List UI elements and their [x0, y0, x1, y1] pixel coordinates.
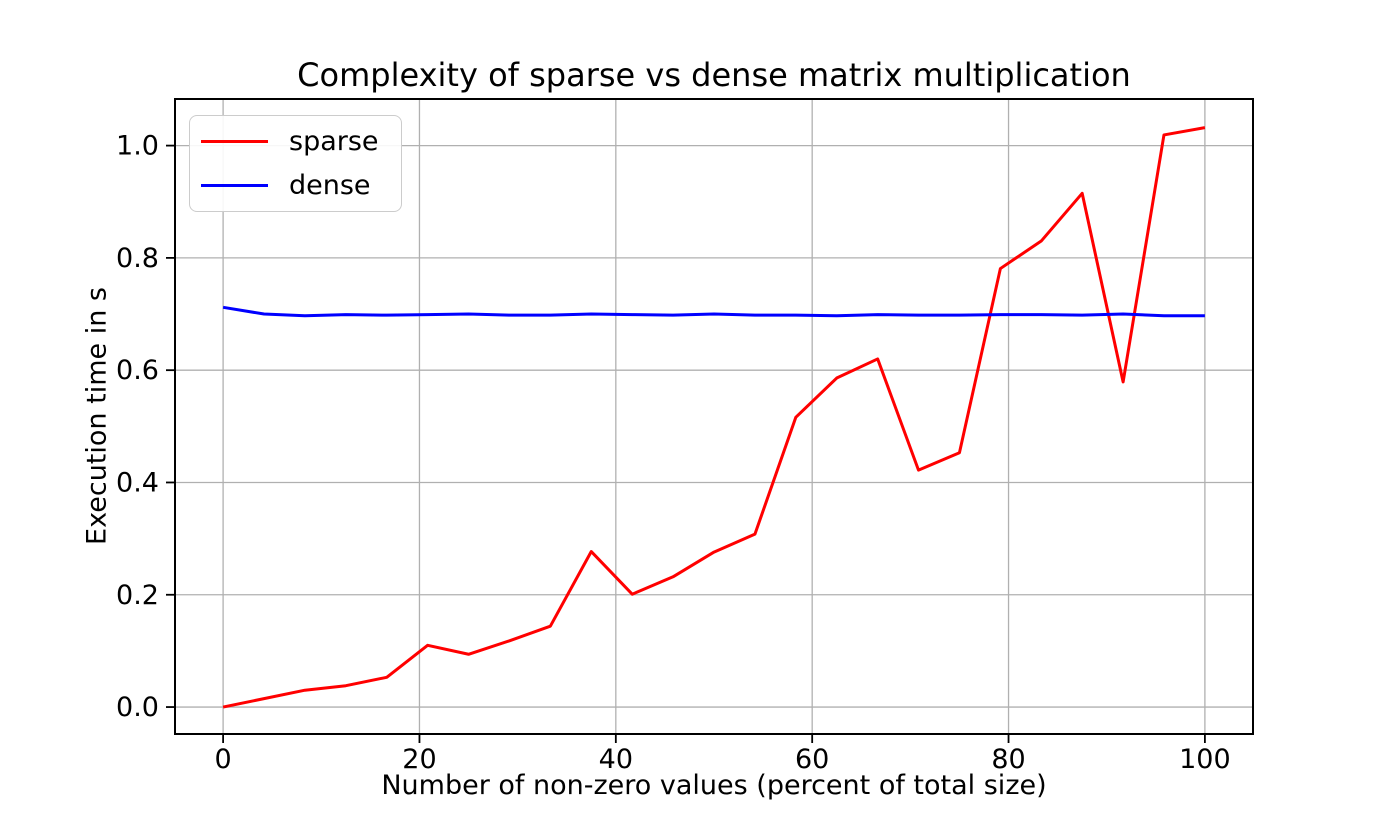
chart-title: Complexity of sparse vs dense matrix mul… [297, 56, 1131, 94]
y-tick-label: 0.4 [116, 467, 159, 498]
x-tick-label: 0 [215, 744, 232, 775]
y-axis-label: Execution time in s [81, 287, 113, 545]
axes-spines [174, 98, 1254, 735]
legend-item-sparse: sparse [201, 120, 401, 164]
series-line-dense [222, 305, 1205, 318]
legend-label-dense: dense [289, 170, 371, 201]
legend-line-sample-sparse [201, 140, 268, 143]
y-tick-label: 1.0 [116, 131, 159, 162]
legend-label-sparse: sparse [289, 126, 379, 157]
x-tick-label: 60 [795, 744, 829, 775]
x-tick-label: 20 [402, 744, 436, 775]
x-tick-label: 80 [991, 744, 1025, 775]
y-tick-label: 0.2 [116, 580, 159, 611]
x-tick-label: 40 [599, 744, 633, 775]
y-tick-label: 0.0 [116, 692, 159, 723]
x-tick-label: 100 [1179, 744, 1231, 775]
y-tick-label: 0.8 [116, 243, 159, 274]
legend: sparse dense [189, 115, 402, 212]
legend-line-sample-dense [201, 184, 268, 187]
legend-item-dense: dense [201, 164, 401, 208]
y-tick-label: 0.6 [116, 355, 159, 386]
x-axis-label: Number of non-zero values (percent of to… [381, 770, 1047, 801]
series-line-sparse [222, 126, 1206, 709]
